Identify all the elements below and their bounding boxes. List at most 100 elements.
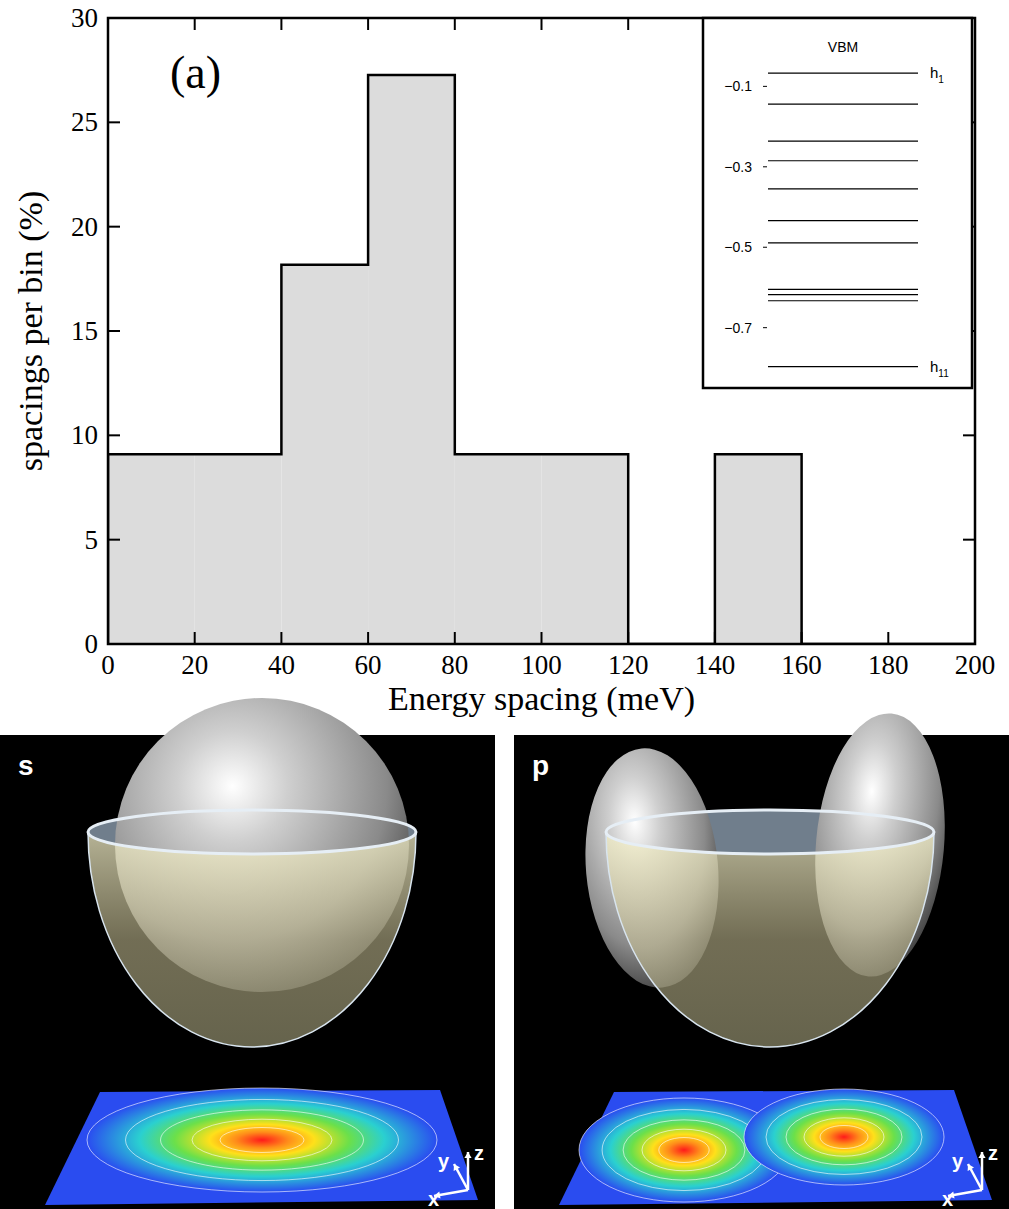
x-tick-top xyxy=(627,18,629,30)
contour xyxy=(192,1119,332,1161)
x-tick xyxy=(194,632,196,644)
quantum-dot xyxy=(606,832,934,1047)
y-tick xyxy=(108,434,120,436)
arrow-head xyxy=(464,1152,471,1158)
axis-arrow xyxy=(968,1164,982,1190)
y-tick xyxy=(108,226,120,228)
x-tick xyxy=(541,632,543,644)
x-tick xyxy=(714,632,716,644)
contour xyxy=(744,1089,944,1185)
contour xyxy=(161,1110,364,1170)
bar xyxy=(281,265,368,644)
x-tick-top xyxy=(107,18,109,30)
figure: 020406080100120140160180200051015202530E… xyxy=(0,0,1009,1209)
x-tick-label: 80 xyxy=(441,650,468,680)
energy-level xyxy=(768,289,918,290)
bar xyxy=(108,454,195,644)
inset-tick xyxy=(763,247,767,248)
x-tick-top xyxy=(541,18,543,30)
x-tick-top xyxy=(454,18,456,30)
density-projection xyxy=(744,1089,944,1185)
level-label-base: h xyxy=(930,358,938,375)
bar xyxy=(715,454,802,644)
axis-arrow xyxy=(454,1164,468,1190)
y-tick xyxy=(108,643,120,645)
level-label-base: h xyxy=(930,64,938,81)
x-tick-label: 140 xyxy=(695,650,736,680)
x-tick-top xyxy=(974,18,976,30)
inset-tick-label: −0.1 xyxy=(724,78,752,94)
dot-rim xyxy=(606,810,934,854)
axis-label: x xyxy=(428,1188,439,1209)
inset-title: VBM xyxy=(828,39,858,55)
x-tick xyxy=(627,632,629,644)
axis-label: z xyxy=(474,1142,484,1164)
x-tick xyxy=(454,632,456,644)
y-tick-right xyxy=(963,434,975,436)
axis-label: y xyxy=(952,1150,964,1172)
energy-level xyxy=(768,220,918,221)
bar xyxy=(195,454,282,644)
render-panel-s: s xy z xyxy=(0,698,495,1209)
inset-frame xyxy=(703,18,972,388)
arrow-head xyxy=(454,1164,460,1171)
y-tick xyxy=(108,330,120,332)
energy-level xyxy=(768,188,918,189)
y-tick-right xyxy=(963,539,975,541)
inset-tick xyxy=(763,327,767,328)
dot-rim xyxy=(88,810,416,854)
bar xyxy=(368,75,455,644)
panel-label: s xyxy=(18,750,34,781)
contour xyxy=(766,1100,922,1175)
energy-level xyxy=(768,160,918,161)
bar xyxy=(542,454,629,644)
energy-level xyxy=(768,103,918,104)
contour xyxy=(642,1129,726,1171)
y-tick-label: 0 xyxy=(85,629,99,659)
x-axis-title: Energy spacing (meV) xyxy=(388,680,695,718)
y-tick-label: 30 xyxy=(71,3,98,33)
contour xyxy=(220,1128,304,1153)
x-tick-label: 100 xyxy=(521,650,562,680)
energy-level xyxy=(768,300,918,301)
energy-level xyxy=(768,294,918,295)
contour xyxy=(786,1109,902,1165)
x-tick-top xyxy=(280,18,282,30)
quantum-dot xyxy=(88,832,416,1047)
energy-level xyxy=(768,366,918,367)
level-label: h11 xyxy=(930,358,949,379)
y-tick-label: 15 xyxy=(71,316,98,346)
x-tick xyxy=(887,632,889,644)
x-tick-label: 120 xyxy=(608,650,649,680)
contour xyxy=(87,1088,437,1192)
energy-level xyxy=(768,242,918,243)
x-tick-top xyxy=(194,18,196,30)
render-panel-p: pxyz xyxy=(514,708,1009,1209)
axis-label: y xyxy=(438,1150,450,1172)
inset-tick-label: −0.7 xyxy=(724,320,752,336)
x-tick xyxy=(107,632,109,644)
x-tick xyxy=(801,632,803,644)
level-label-sub: 1 xyxy=(938,74,944,85)
bar xyxy=(455,454,542,644)
contour xyxy=(602,1109,766,1190)
x-tick-label: 160 xyxy=(781,650,822,680)
inset-tick xyxy=(763,86,767,87)
y-axis-title: spacings per bin (%) xyxy=(12,191,50,471)
inset-tick-label: −0.3 xyxy=(724,159,752,175)
axis-label: x xyxy=(942,1188,953,1209)
axis-label: z xyxy=(988,1142,998,1164)
x-tick-top xyxy=(367,18,369,30)
x-tick-label: 0 xyxy=(101,650,115,680)
contour xyxy=(126,1099,399,1180)
energy-level xyxy=(768,140,918,141)
density-projection xyxy=(87,1088,437,1192)
contour xyxy=(820,1125,868,1148)
projection-plane xyxy=(559,1090,992,1205)
x-tick-label: 40 xyxy=(268,650,295,680)
inset-tick xyxy=(763,166,767,167)
y-tick xyxy=(108,121,120,123)
x-tick xyxy=(974,632,976,644)
y-tick-label: 20 xyxy=(71,212,98,242)
y-tick-label: 25 xyxy=(71,107,98,137)
